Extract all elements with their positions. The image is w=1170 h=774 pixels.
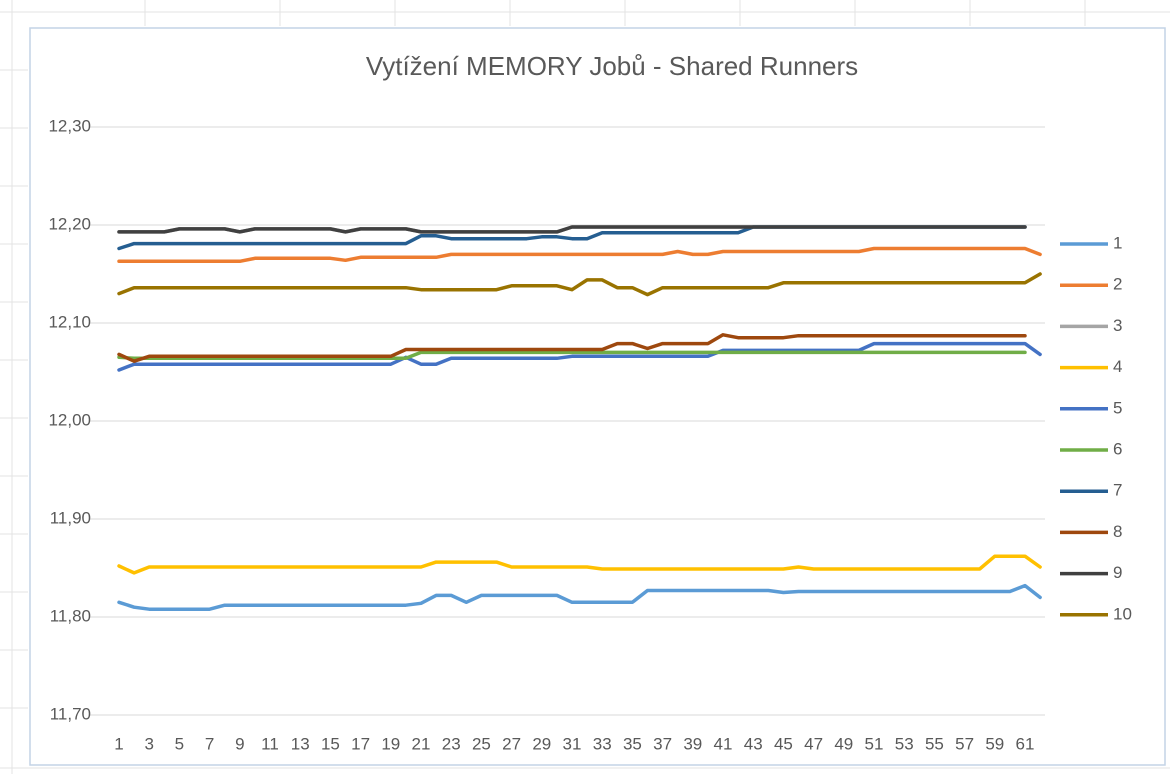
legend-label: 5	[1113, 398, 1122, 417]
y-tick-label: 12,20	[48, 214, 91, 233]
x-tick-label: 9	[235, 734, 244, 753]
legend-label: 7	[1113, 481, 1122, 500]
x-tick-label: 33	[593, 734, 612, 753]
series-line	[117, 272, 1042, 297]
series-line	[117, 341, 1042, 372]
chart-title: Vytížení MEMORY Jobů - Shared Runners	[366, 51, 858, 81]
legend-label: 10	[1113, 604, 1132, 623]
x-tick-label: 43	[744, 734, 763, 753]
x-tick-label: 23	[442, 734, 461, 753]
x-tick-label: 39	[683, 734, 702, 753]
x-tick-label: 25	[472, 734, 491, 753]
x-tick-label: 47	[804, 734, 823, 753]
x-tick-label: 55	[925, 734, 944, 753]
series-line	[117, 333, 1027, 363]
x-tick-label: 27	[502, 734, 521, 753]
legend-label: 3	[1113, 316, 1122, 335]
x-tick-label: 49	[834, 734, 853, 753]
x-tick-label: 35	[623, 734, 642, 753]
x-tick-label: 11	[261, 734, 279, 753]
legend-label: 8	[1113, 522, 1122, 541]
x-tick-label: 29	[532, 734, 551, 753]
x-tick-label: 1	[114, 734, 123, 753]
series-line	[117, 583, 1042, 611]
legend-label: 2	[1113, 275, 1122, 294]
x-tick-label: 17	[351, 734, 370, 753]
x-tick-label: 57	[955, 734, 974, 753]
x-tick-label: 5	[175, 734, 184, 753]
legend-label: 4	[1113, 357, 1122, 376]
series-line	[117, 246, 1042, 264]
series-line	[117, 554, 1042, 575]
x-tick-label: 19	[381, 734, 400, 753]
legend-label: 9	[1113, 563, 1122, 582]
y-tick-label: 11,90	[50, 508, 91, 527]
x-tick-label: 45	[774, 734, 793, 753]
x-tick-label: 59	[985, 734, 1004, 753]
x-tick-label: 7	[205, 734, 214, 753]
series-line	[117, 350, 1027, 361]
series-line	[117, 225, 1027, 234]
x-tick-label: 53	[895, 734, 914, 753]
x-tick-label: 37	[653, 734, 672, 753]
x-tick-label: 41	[714, 734, 733, 753]
legend-label: 1	[1113, 233, 1122, 252]
legend-label: 6	[1113, 439, 1122, 458]
x-tick-label: 3	[144, 734, 153, 753]
y-tick-label: 11,70	[50, 704, 91, 723]
chart-frame	[29, 27, 1166, 766]
x-tick-label: 61	[1016, 734, 1035, 753]
x-tick-label: 21	[412, 734, 431, 753]
x-tick-label: 13	[291, 734, 310, 753]
x-tick-label: 31	[563, 734, 582, 753]
y-tick-label: 12,00	[48, 410, 91, 429]
y-tick-label: 12,30	[48, 116, 91, 135]
y-tick-label: 12,10	[48, 312, 91, 331]
x-tick-label: 51	[865, 734, 884, 753]
x-tick-label: 15	[321, 734, 340, 753]
y-tick-label: 11,80	[50, 606, 91, 625]
